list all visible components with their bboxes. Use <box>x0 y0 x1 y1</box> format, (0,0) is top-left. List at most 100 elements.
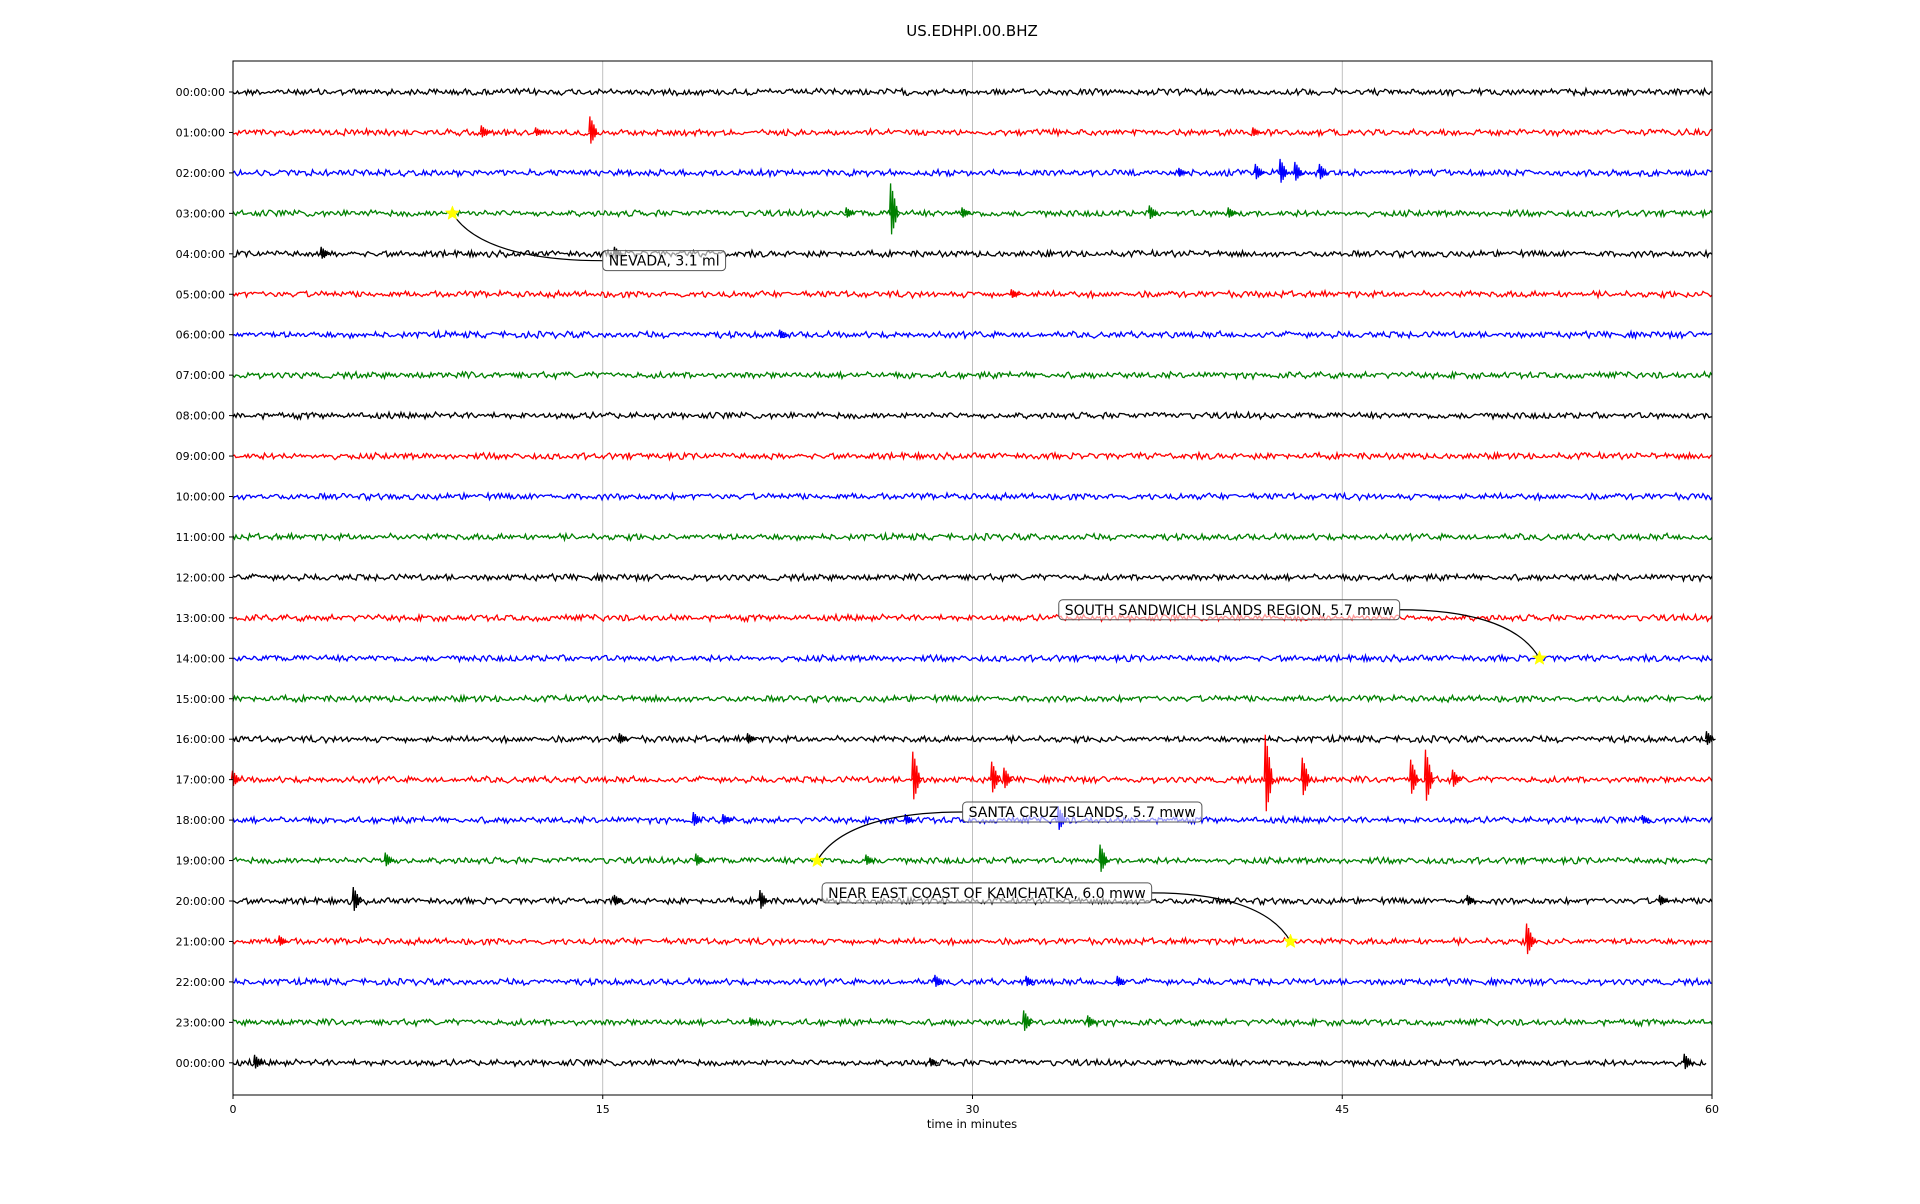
annotation-box <box>962 801 1203 823</box>
annotation-connector <box>816 811 963 861</box>
signal-spike <box>1177 167 1189 177</box>
signal-spike <box>888 183 901 235</box>
y-tick-label: 20:00:00 <box>176 895 225 908</box>
y-tick-label: 00:00:00 <box>176 1057 225 1070</box>
signal-spike <box>746 733 757 744</box>
event-star-marker <box>1531 650 1548 665</box>
annotation-connector <box>451 213 603 262</box>
signal-spike <box>319 246 331 259</box>
y-axis-ticks: 00:00:00 01:00:00 02:00:00 03:00:00 04:00:00… <box>176 86 233 1070</box>
trace-line <box>232 86 1713 98</box>
signal-spike <box>960 207 972 218</box>
signal-spike <box>933 974 945 987</box>
trace-line <box>232 491 1713 503</box>
signal-spike <box>844 207 856 218</box>
y-tick-label: 04:00:00 <box>176 248 225 261</box>
y-tick-label: 05:00:00 <box>176 288 225 301</box>
trace-line <box>232 935 1713 947</box>
y-tick-label: 14:00:00 <box>176 652 225 665</box>
signal-spike <box>588 116 600 144</box>
trace-line <box>232 1057 1707 1068</box>
signal-spike <box>1465 894 1477 906</box>
y-tick-label: 16:00:00 <box>176 733 225 746</box>
y-tick-label: 03:00:00 <box>176 207 225 220</box>
y-tick-label: 21:00:00 <box>176 935 225 948</box>
y-tick-label: 22:00:00 <box>176 976 225 989</box>
trace-line <box>232 208 1713 219</box>
trace-line <box>232 975 1713 988</box>
trace-line <box>232 531 1713 543</box>
signal-spike <box>1226 207 1238 218</box>
signal-spike <box>1300 757 1312 796</box>
trace-line <box>232 612 1713 624</box>
annotation-label: NEVADA, 3.1 ml <box>609 254 720 270</box>
y-tick-label: 19:00:00 <box>176 855 225 868</box>
annotation-connector <box>1151 892 1292 942</box>
signal-spike <box>277 935 289 946</box>
signal-spike <box>534 127 545 137</box>
signal-spike <box>1009 289 1021 299</box>
trace-line <box>232 855 1713 867</box>
y-tick-label: 17:00:00 <box>176 774 225 787</box>
signal-spike <box>1293 161 1305 181</box>
signal-spike <box>1263 734 1275 812</box>
signal-spike <box>903 813 915 825</box>
signal-spike <box>1278 158 1290 183</box>
y-tick-label: 07:00:00 <box>176 369 225 382</box>
signal-spike <box>1524 923 1537 955</box>
signal-spike <box>1317 163 1329 180</box>
trace-line <box>232 733 1713 745</box>
signal-spike <box>479 125 491 138</box>
y-tick-label: 11:00:00 <box>176 531 225 544</box>
trace-line <box>232 450 1713 462</box>
signal-spike <box>1640 814 1652 824</box>
signal-spike <box>1002 767 1014 789</box>
annotation-connector <box>1399 609 1540 659</box>
signal-spike <box>612 894 624 906</box>
trace-line <box>232 693 1713 704</box>
y-tick-label: 01:00:00 <box>176 126 225 139</box>
trace-line <box>232 369 1713 381</box>
trace-line <box>232 126 1713 138</box>
x-axis-ticks: 0 15 30 45 60 <box>230 1095 1719 1116</box>
chart-title: US.EDHPI.00.BHZ <box>906 22 1038 40</box>
event-star-marker <box>444 205 461 220</box>
x-tick-label: 15 <box>596 1103 610 1116</box>
x-tick-label: 45 <box>1335 1103 1349 1116</box>
signal-spike <box>864 854 876 865</box>
seismic-traces <box>230 86 1716 1070</box>
x-tick-label: 60 <box>1705 1103 1719 1116</box>
annotation-label: SANTA CRUZ ISLANDS, 5.7 mww <box>969 805 1196 821</box>
y-tick-label: 08:00:00 <box>176 410 225 423</box>
y-tick-label: 09:00:00 <box>176 450 225 463</box>
signal-spike <box>1682 1053 1694 1070</box>
y-tick-label: 02:00:00 <box>176 167 225 180</box>
annotation-label: SOUTH SANDWICH ISLANDS REGION, 5.7 mww <box>1065 603 1394 619</box>
trace-line <box>232 571 1713 583</box>
y-tick-label: 12:00:00 <box>176 571 225 584</box>
signal-spike <box>1024 975 1036 987</box>
trace-line <box>232 652 1713 664</box>
y-tick-label: 13:00:00 <box>176 612 225 625</box>
y-tick-label: 23:00:00 <box>176 1016 225 1029</box>
trace-line <box>232 166 1713 179</box>
event-annotations: NEVADA, 3.1 ml SOUTH SANDWICH ISLANDS REG… <box>444 205 1548 949</box>
signal-spike <box>691 812 703 826</box>
trace-line <box>232 774 1713 786</box>
y-tick-label: 15:00:00 <box>176 693 225 706</box>
signal-spike <box>1253 163 1265 180</box>
signal-spike <box>1658 894 1669 906</box>
x-tick-label: 30 <box>966 1103 980 1116</box>
annotation-box <box>602 250 727 272</box>
signal-spike <box>351 886 363 911</box>
x-axis-label: time in minutes <box>927 1117 1017 1131</box>
signal-spike <box>721 813 733 825</box>
signal-spike <box>911 751 923 800</box>
y-tick-label: 18:00:00 <box>176 814 225 827</box>
signal-spike <box>253 1054 264 1069</box>
y-tick-label: 06:00:00 <box>176 329 225 342</box>
trace-line <box>232 410 1713 421</box>
signal-spike <box>1409 759 1421 794</box>
